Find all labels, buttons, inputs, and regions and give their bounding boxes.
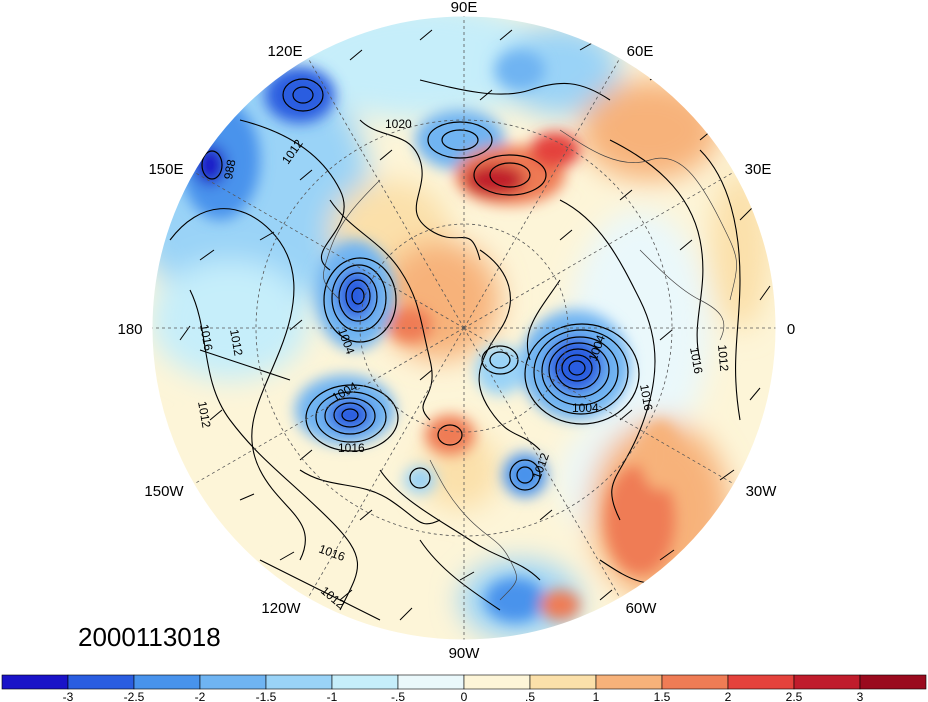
colorbar-tick-label: 1	[593, 690, 600, 702]
contour-label: 1012	[715, 344, 731, 372]
colorbar-tick-label: -1	[327, 690, 338, 702]
colorbar-swatch	[199, 674, 267, 690]
colorbar-swatch	[397, 674, 465, 690]
contour-label: 1016	[637, 383, 655, 412]
lon-label-90w: 90W	[449, 645, 481, 662]
map-boundary	[151, 15, 777, 641]
low-pressure-center-north-atlantic	[524, 323, 640, 425]
lon-label-60e: 60E	[627, 43, 654, 60]
contour-label: 1012	[195, 400, 213, 429]
colorbar-swatch	[1, 674, 69, 690]
isobar-contours	[169, 78, 741, 621]
contour-label: 1020	[385, 117, 412, 131]
colorbar-tick-label: 2.5	[786, 690, 803, 702]
lon-label-30e: 30E	[745, 161, 772, 178]
lon-label-120e: 120E	[267, 43, 302, 60]
colorbar-swatch	[595, 674, 663, 690]
colorbar-swatch	[133, 674, 201, 690]
colorbar-swatch	[793, 674, 861, 690]
lon-label-30w: 30W	[746, 483, 778, 500]
contour-label: 1016	[197, 323, 215, 352]
coastlines	[323, 129, 737, 601]
contour-label: 1012	[227, 328, 245, 357]
colorbar-swatch	[859, 674, 927, 690]
graticule	[152, 16, 776, 640]
lon-label-90e: 90E	[451, 0, 478, 16]
colorbar-swatch	[463, 674, 531, 690]
colorbar-tick-label: -3	[63, 690, 74, 702]
lon-label-120w: 120W	[261, 600, 301, 617]
low-pressure-center-siberia	[323, 257, 397, 343]
colorbar-tick-label: -1.5	[256, 690, 277, 702]
colorbar-tick-label: -2	[195, 690, 206, 702]
colorbar-tick-label: 1.5	[654, 690, 671, 702]
colorbar-swatch	[727, 674, 795, 690]
contour-label: 1016	[687, 346, 705, 375]
colorbar-swatch	[67, 674, 135, 690]
colorbar-tick-label: 0	[461, 690, 468, 702]
colorbar: -3 -2.5 -2 -1.5 -1 -.5 0 .5 1 1.5 2 2.5 3	[1, 674, 927, 702]
lon-label-150e: 150E	[148, 161, 183, 178]
contour-label: 988	[221, 158, 238, 180]
lon-label-180: 180	[117, 321, 142, 338]
anomaly-field	[152, 16, 776, 640]
colorbar-tick-label: -2.5	[124, 690, 145, 702]
low-pressure-center-north-pacific	[305, 384, 399, 452]
lon-label-60w: 60W	[626, 600, 658, 617]
lon-label-150w: 150W	[144, 483, 184, 500]
longitude-label-group: 90E 60E 30E 0 30W 60W 90W 120W 150W 180 …	[117, 0, 795, 662]
large-scale-isobars	[169, 79, 741, 621]
lon-label-0: 0	[787, 321, 795, 338]
low-pressure-center-east-asia	[201, 78, 493, 180]
colorbar-swatch	[331, 674, 399, 690]
colorbar-tick-label: 3	[857, 690, 864, 702]
colorbar-swatch	[529, 674, 597, 690]
contour-label: 1004	[572, 401, 599, 415]
colorbar-tick-label: 2	[725, 690, 732, 702]
wind-barbs	[169, 29, 771, 621]
timestamp-label: 2000113018	[78, 622, 221, 652]
colorbar-tick-label: -.5	[391, 690, 405, 702]
small-systems	[409, 154, 547, 491]
colorbar-swatch	[265, 674, 333, 690]
colorbar-tick-label: .5	[525, 690, 535, 702]
colorbar-swatch	[661, 674, 729, 690]
contour-label: 1016	[338, 441, 365, 455]
